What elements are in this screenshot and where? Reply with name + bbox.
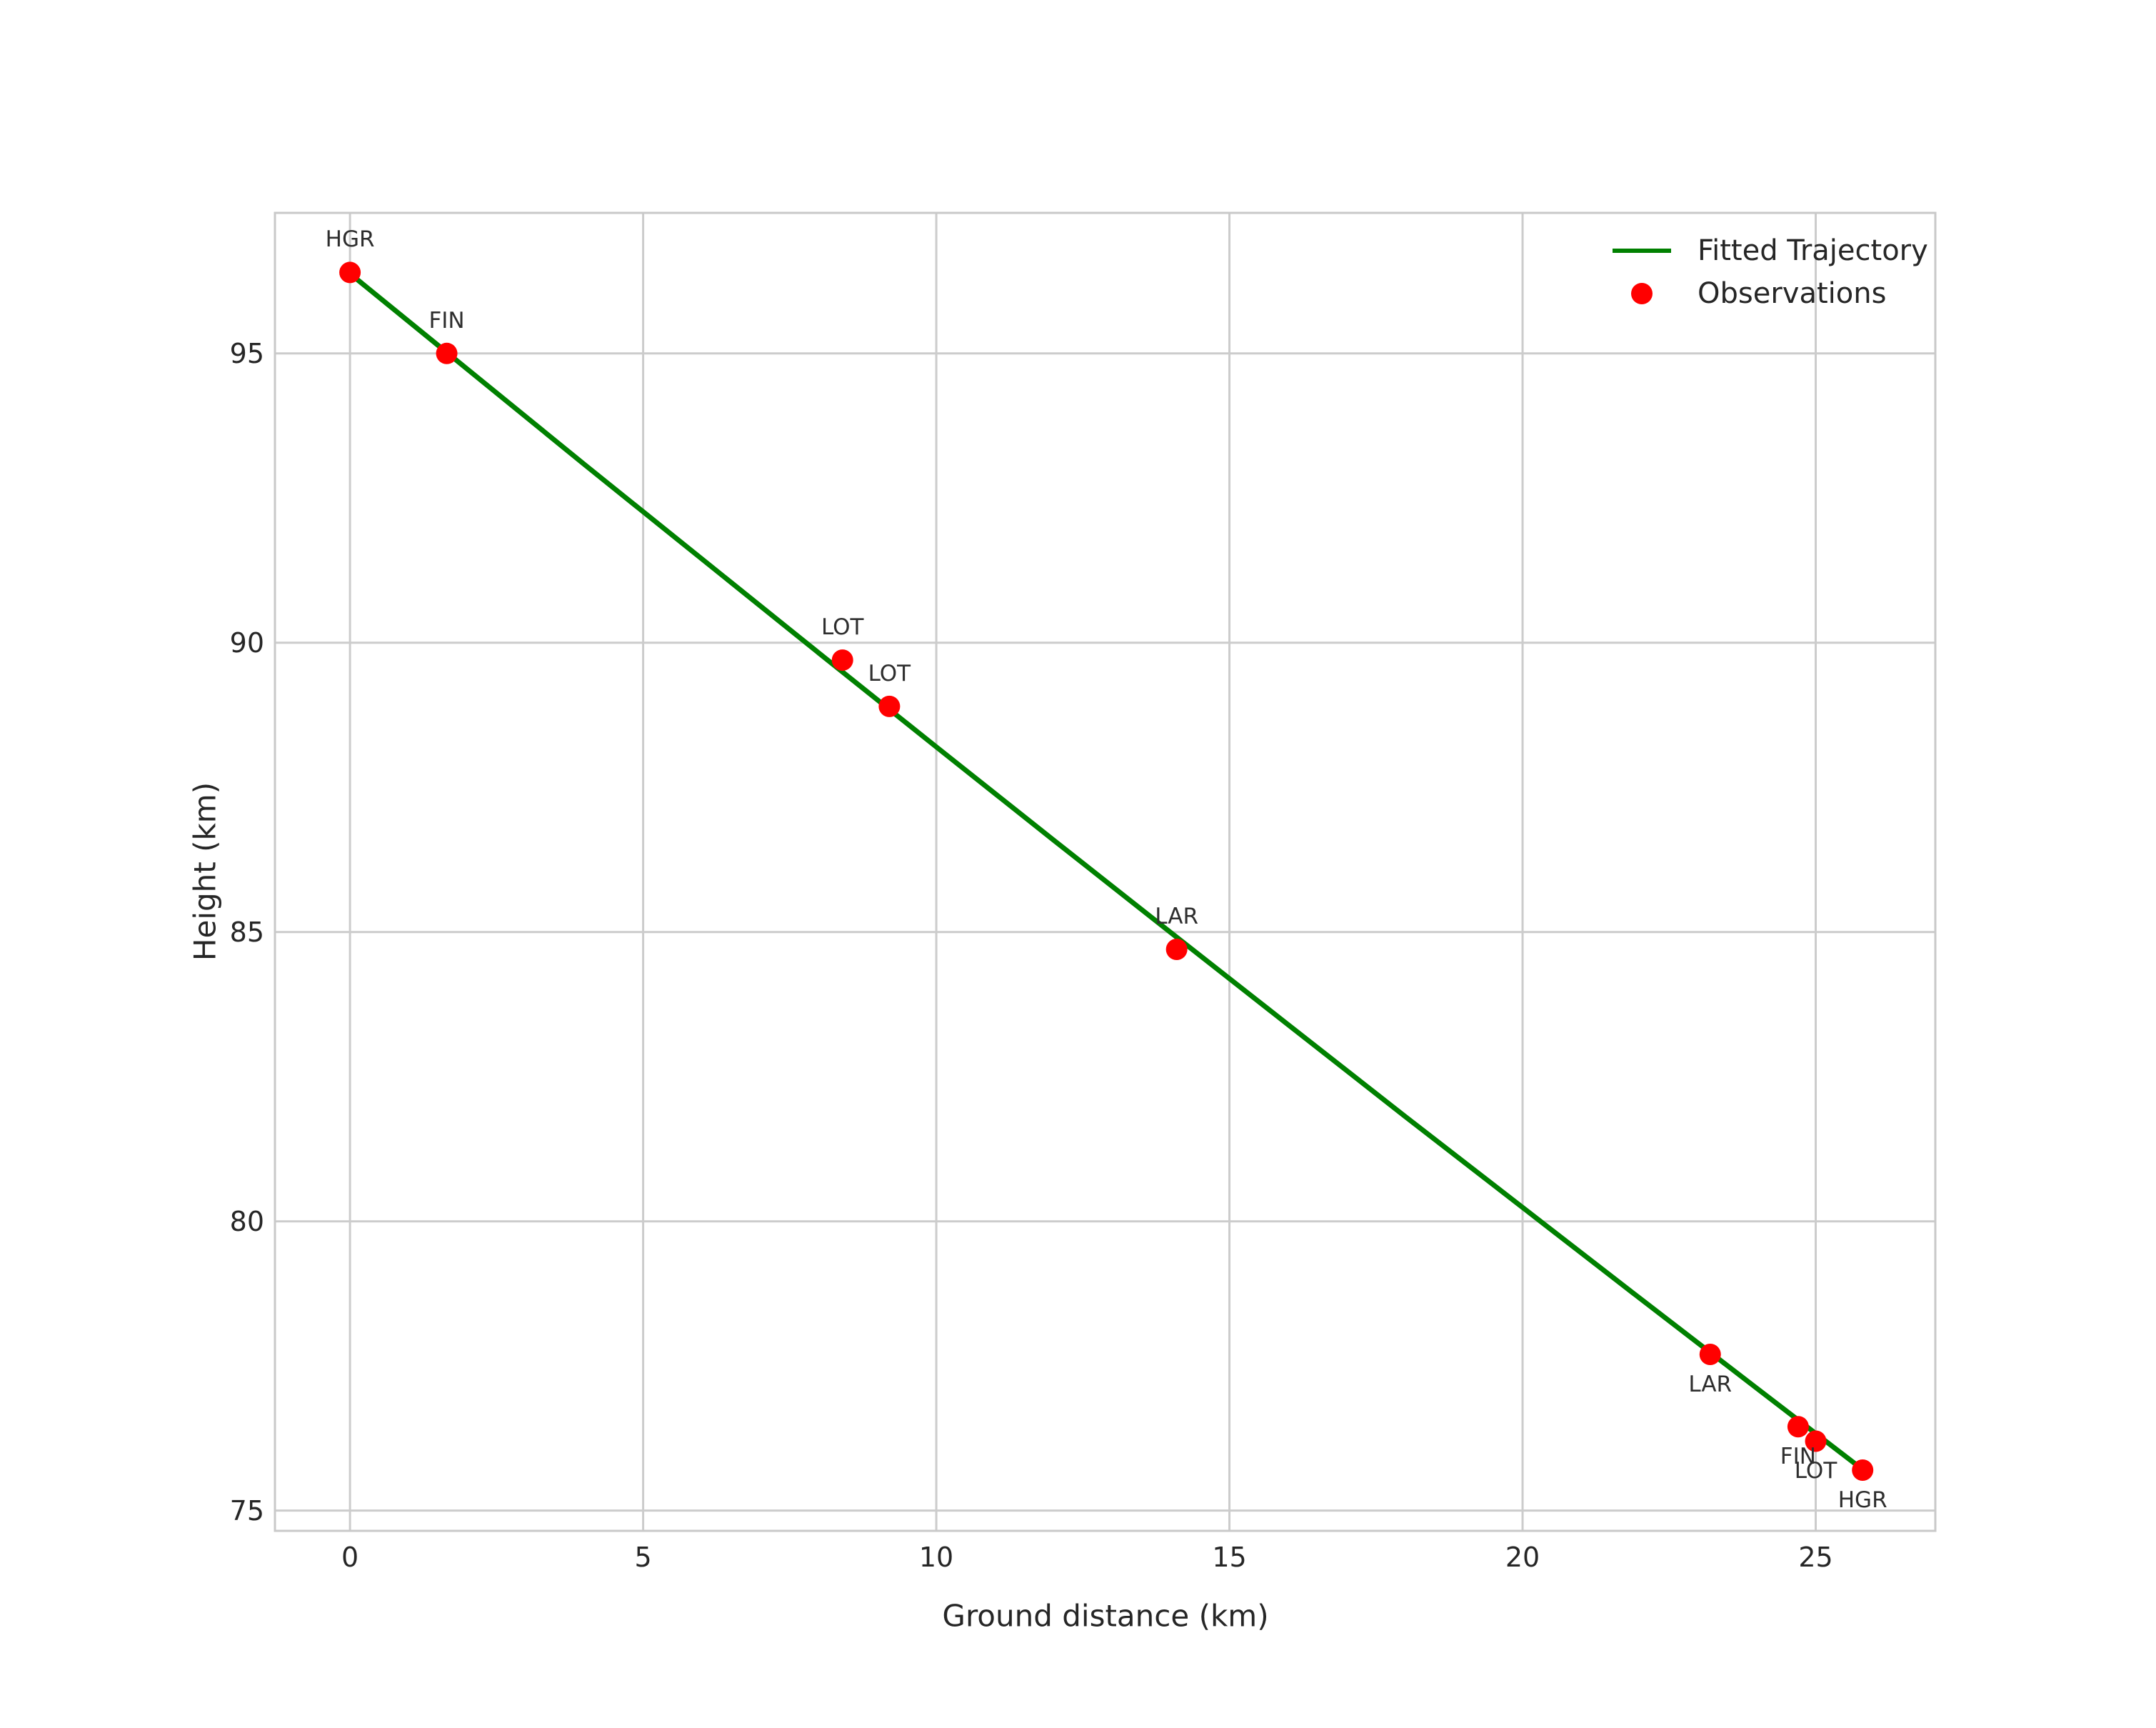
y-tick-label-75: 75 bbox=[229, 1494, 264, 1527]
y-axis-title: Height (km) bbox=[187, 781, 223, 962]
legend-dot-sample-icon bbox=[1631, 283, 1653, 304]
legend-label-observations: Observations bbox=[1698, 277, 1887, 310]
y-tick-label-80: 80 bbox=[229, 1205, 264, 1237]
y-tick-label-95: 95 bbox=[229, 337, 264, 369]
x-tick-label-10: 10 bbox=[918, 1542, 954, 1573]
legend-item-fitted-trajectory: Fitted Trajectory bbox=[1613, 229, 1928, 272]
station-label-hgr-0: HGR bbox=[325, 226, 375, 253]
y-tick-label-85: 85 bbox=[229, 916, 264, 948]
station-label-lot-2: LOT bbox=[821, 614, 864, 641]
station-label-fin-1: FIN bbox=[428, 307, 465, 334]
observation-point-lot-7 bbox=[1805, 1430, 1827, 1452]
observation-point-hgr-8 bbox=[1852, 1459, 1874, 1481]
x-tick-label-5: 5 bbox=[634, 1542, 652, 1573]
observation-point-fin-6 bbox=[1787, 1416, 1809, 1438]
observation-point-fin-1 bbox=[436, 342, 458, 364]
legend-item-observations: Observations bbox=[1613, 272, 1928, 315]
x-tick-label-15: 15 bbox=[1212, 1542, 1247, 1573]
observation-point-lot-3 bbox=[878, 695, 901, 717]
observation-point-lar-5 bbox=[1699, 1343, 1721, 1365]
station-label-fin-6: FIN bbox=[1780, 1444, 1816, 1470]
station-label-lot-7: LOT bbox=[1794, 1458, 1837, 1484]
plot-border bbox=[274, 211, 1937, 1532]
x-axis-title: Ground distance (km) bbox=[942, 1598, 1269, 1634]
fitted-trajectory-line bbox=[347, 271, 1865, 1472]
observation-point-lar-4 bbox=[1165, 939, 1188, 961]
station-label-lar-5: LAR bbox=[1688, 1371, 1733, 1397]
legend-label-fitted-trajectory: Fitted Trajectory bbox=[1698, 234, 1928, 267]
observation-point-hgr-0 bbox=[339, 261, 361, 284]
x-tick-label-20: 20 bbox=[1505, 1542, 1540, 1573]
station-label-hgr-8: HGR bbox=[1837, 1487, 1887, 1513]
station-label-lot-3: LOT bbox=[868, 660, 911, 686]
y-tick-label-90: 90 bbox=[229, 626, 264, 659]
legend-line-sample-icon bbox=[1613, 249, 1671, 253]
observation-point-lot-2 bbox=[831, 649, 853, 671]
x-tick-label-0: 0 bbox=[341, 1542, 359, 1573]
station-label-lar-4: LAR bbox=[1155, 904, 1199, 930]
legend: Fitted Trajectory Observations bbox=[1613, 229, 1928, 315]
x-tick-label-25: 25 bbox=[1798, 1542, 1833, 1573]
